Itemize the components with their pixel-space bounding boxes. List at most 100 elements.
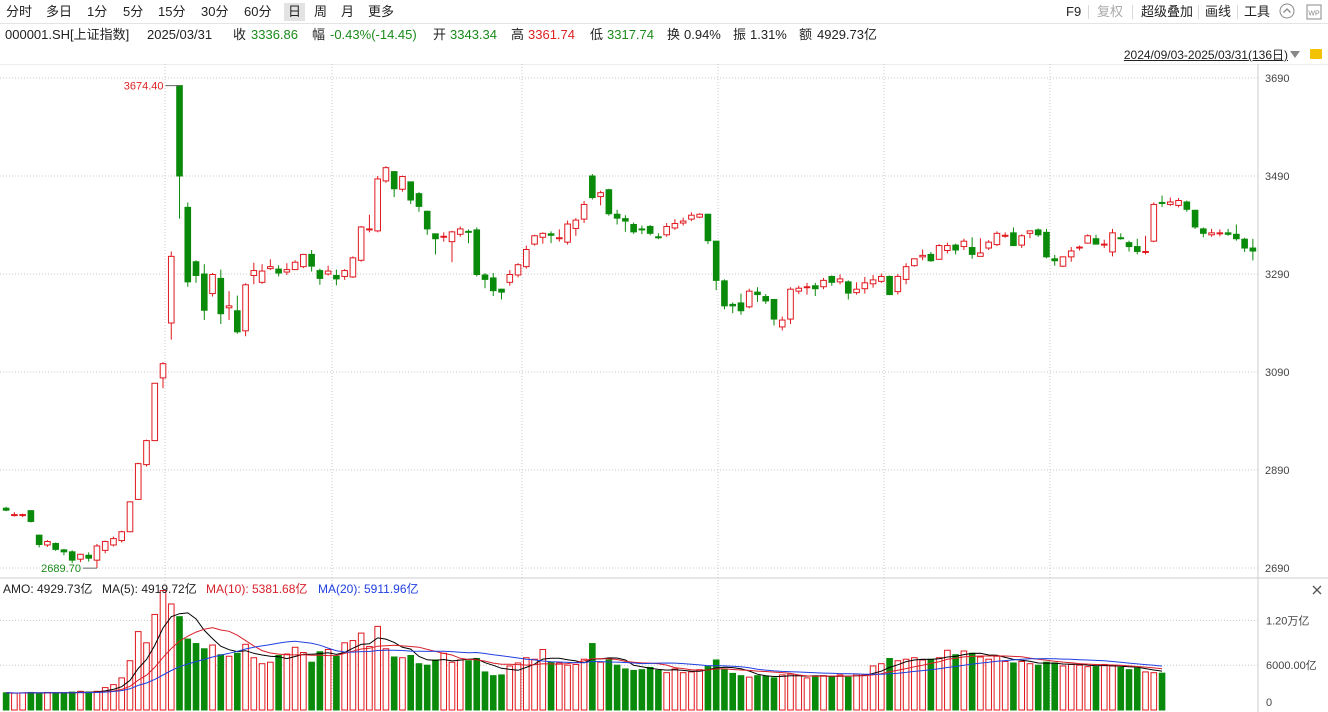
volume-bar: [919, 659, 926, 711]
volume-bar: [704, 665, 712, 711]
candle-body: [101, 541, 109, 551]
toolbar-divider: [1198, 5, 1199, 19]
candle-body: [167, 255, 175, 324]
candle-body: [564, 223, 571, 243]
volume-bar: [481, 671, 489, 711]
date-range-selector[interactable]: 2024/09/03-2025/03/31(136日): [1123, 48, 1288, 62]
volume-bar: [1100, 663, 1108, 711]
candle-body: [762, 296, 770, 302]
amp-value: -0.43%(-14.45): [330, 27, 417, 42]
volume-bar: [968, 652, 976, 711]
volume-bar: [473, 657, 481, 711]
volume-bar: [234, 652, 241, 711]
candle-body: [390, 171, 398, 190]
period-month[interactable]: 月: [341, 4, 355, 19]
toolbar-divider: [1132, 5, 1133, 19]
candle-body: [539, 232, 547, 238]
restore-rights-button[interactable]: 复权: [1097, 4, 1124, 19]
amo-value: AMO: 4929.73亿: [3, 582, 93, 596]
volume-bar: [1026, 663, 1034, 711]
period-60min[interactable]: 60分: [244, 4, 272, 19]
candle-body: [968, 247, 976, 255]
volume-bar: [878, 663, 885, 711]
kline-chart[interactable]: 3690 3490 3290 3090 2890 2690 1.20万亿 6000.00亿 0 3…: [0, 64, 1328, 712]
candle-body: [836, 278, 844, 283]
candle-body: [1183, 201, 1191, 210]
collapse-icon[interactable]: [1278, 2, 1296, 20]
volume-bar: [1010, 662, 1017, 711]
candle-body: [1216, 232, 1224, 235]
lock-icon[interactable]: [1310, 49, 1322, 59]
dropdown-arrow-icon[interactable]: [1290, 51, 1300, 58]
candle-body: [85, 554, 93, 559]
volume-bar: [110, 684, 117, 711]
candle-body: [242, 284, 249, 332]
candle-body: [159, 363, 167, 379]
period-30min[interactable]: 30分: [201, 4, 229, 19]
candle-body: [1076, 246, 1083, 249]
period-5min[interactable]: 5分: [123, 4, 144, 19]
volume-bar: [993, 655, 1001, 711]
volume-bar: [506, 665, 514, 711]
f9-button[interactable]: F9: [1066, 4, 1082, 19]
price-tick-label: 3690: [1265, 73, 1289, 85]
draw-line-button[interactable]: 画线: [1205, 4, 1232, 19]
period-more[interactable]: 更多: [368, 4, 395, 19]
price-tick-label: 3290: [1265, 269, 1289, 281]
low-label: 低: [590, 27, 604, 42]
turnover-value: 0.94%: [684, 27, 721, 42]
candle-body: [275, 268, 282, 274]
candle-body: [985, 241, 992, 249]
volume-bar: [803, 677, 811, 711]
volume-bar: [448, 661, 456, 711]
volume-bar: [324, 649, 332, 711]
volume-bar: [366, 646, 373, 711]
volume-bar: [250, 657, 258, 711]
volume-bar: [985, 658, 992, 711]
volume-bar: [1051, 662, 1059, 711]
security-code: 000001.SH[上证指数]: [5, 27, 130, 42]
candle-body: [44, 541, 51, 546]
volume-bar: [589, 643, 596, 711]
candle-body: [630, 224, 637, 233]
volume-bar: [44, 691, 51, 711]
candle-body: [357, 226, 365, 261]
candle-body: [1241, 238, 1248, 249]
volume-bar: [27, 691, 35, 711]
period-15min[interactable]: 15分: [158, 4, 186, 19]
candle-body: [605, 189, 613, 215]
volume-bar: [341, 642, 348, 711]
period-week[interactable]: 周: [314, 4, 328, 19]
candle-body: [473, 229, 481, 275]
close-icon[interactable]: [1310, 583, 1324, 597]
volume-bar: [258, 663, 266, 711]
volume-bar: [696, 669, 703, 711]
volume-bar: [869, 665, 877, 711]
volume-bar: [283, 653, 291, 711]
candle-body: [110, 538, 117, 546]
candle-body: [432, 233, 439, 240]
ma10-value: MA(10): 5381.68亿: [206, 582, 308, 596]
volume-bar: [556, 662, 563, 711]
candle-body: [151, 382, 159, 442]
volume-bar: [1092, 666, 1100, 711]
volume-bar: [1142, 671, 1149, 711]
tools-button[interactable]: 工具: [1244, 4, 1271, 19]
candle-body: [1117, 237, 1125, 240]
candle-body: [143, 440, 150, 466]
candle-body: [778, 319, 786, 328]
period-multi-day[interactable]: 多日: [46, 4, 73, 19]
amount-value: 4929.73亿: [817, 27, 877, 42]
volume-bar: [580, 658, 588, 711]
candle-body: [35, 534, 43, 545]
watchlist-icon[interactable]: WP: [1305, 3, 1323, 21]
period-day[interactable]: 日: [284, 3, 306, 21]
volume-bar: [225, 655, 233, 711]
candle-body: [861, 282, 869, 290]
candle-body: [27, 510, 35, 522]
super-overlay-button[interactable]: 超级叠加: [1141, 4, 1194, 19]
period-1min[interactable]: 1分: [87, 4, 108, 19]
volume-bar: [828, 675, 836, 711]
period-intraday[interactable]: 分时: [6, 4, 33, 19]
volume-bar: [745, 676, 753, 711]
